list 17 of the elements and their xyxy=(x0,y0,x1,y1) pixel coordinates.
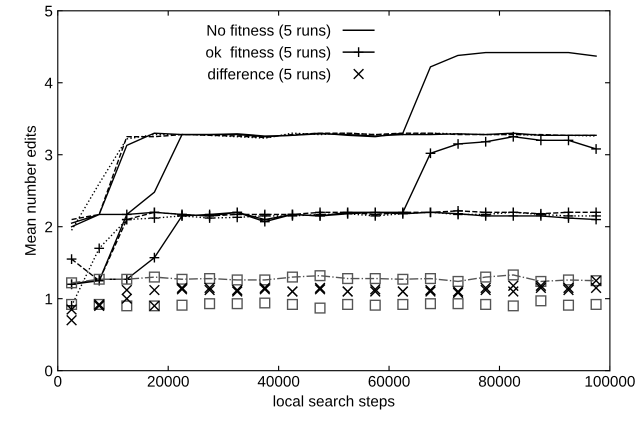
x-tick-label: 100000 xyxy=(586,376,635,387)
y-tick-label: 1 xyxy=(46,294,52,304)
x-tick-label: 40000 xyxy=(258,376,300,387)
x-tick-label: 60000 xyxy=(368,376,410,387)
y-tick-label: 2 xyxy=(45,222,52,232)
x-axis-title: local search steps xyxy=(274,395,394,410)
y-tick-label: 0 xyxy=(45,366,52,376)
x-tick-label: 0 xyxy=(54,376,62,387)
legend-label: ok fitness (5 runs) xyxy=(206,46,330,61)
y-tick-label: 5 xyxy=(45,6,52,16)
legend-label: No fitness (5 runs) xyxy=(208,24,330,39)
y-tick-label: 3 xyxy=(45,150,52,160)
y-axis-title: Mean number edits xyxy=(24,126,36,255)
legend-label: difference (5 runs) xyxy=(208,68,330,83)
x-tick-label: 80000 xyxy=(478,376,520,387)
x-tick-label: 20000 xyxy=(148,376,189,387)
y-tick-label: 4 xyxy=(44,78,52,88)
